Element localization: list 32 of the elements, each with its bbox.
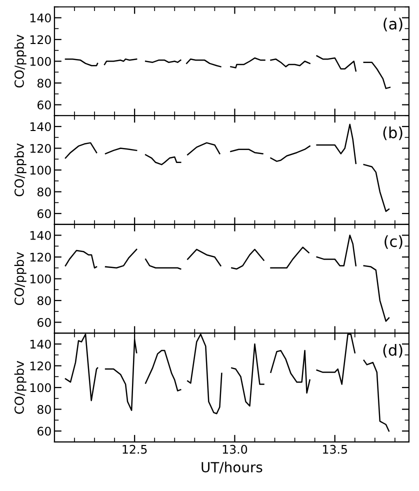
y-tick-label: 140 xyxy=(30,340,51,349)
y-axis-title: CO/ppbv xyxy=(14,34,26,88)
y-tick-label: 60 xyxy=(37,426,51,436)
annotation: (a) xyxy=(384,18,402,32)
y-tick-label: 60 xyxy=(37,318,51,327)
y-tick-label: 120 xyxy=(30,361,51,370)
x-tick-label: 13.5 xyxy=(323,444,347,454)
y-tick-label: 80 xyxy=(37,187,51,196)
y-tick-label: 60 xyxy=(37,209,51,218)
y-tick-label: 120 xyxy=(30,144,51,153)
y-tick-label: 140 xyxy=(30,122,51,132)
y-tick-label: 120 xyxy=(30,252,51,262)
y-tick-label: 100 xyxy=(30,166,51,175)
y-tick-label: 120 xyxy=(30,35,51,44)
y-tick-label: 80 xyxy=(37,404,51,414)
annotation: (d) xyxy=(383,344,402,358)
annotation: (b) xyxy=(383,126,402,140)
x-tick-label: 13.0 xyxy=(222,444,248,454)
y-tick-label: 100 xyxy=(30,56,51,66)
y-tick-label: 60 xyxy=(37,100,51,110)
x-tick-label: 12.5 xyxy=(122,444,147,454)
annotation: (c) xyxy=(384,235,402,249)
y-tick-label: 80 xyxy=(37,78,51,88)
y-tick-label: 80 xyxy=(37,296,51,306)
y-tick-label: 100 xyxy=(30,383,51,392)
y-axis-title: CO/ppbv xyxy=(14,252,26,306)
x-axis-title: UT/hours xyxy=(202,462,262,474)
y-tick-label: 140 xyxy=(30,230,51,240)
y-tick-label: 140 xyxy=(30,13,51,22)
y-axis-title: CO/ppbv xyxy=(14,143,26,196)
y-tick-label: 100 xyxy=(30,274,51,284)
y-axis-title: CO/ppbv xyxy=(14,360,26,414)
